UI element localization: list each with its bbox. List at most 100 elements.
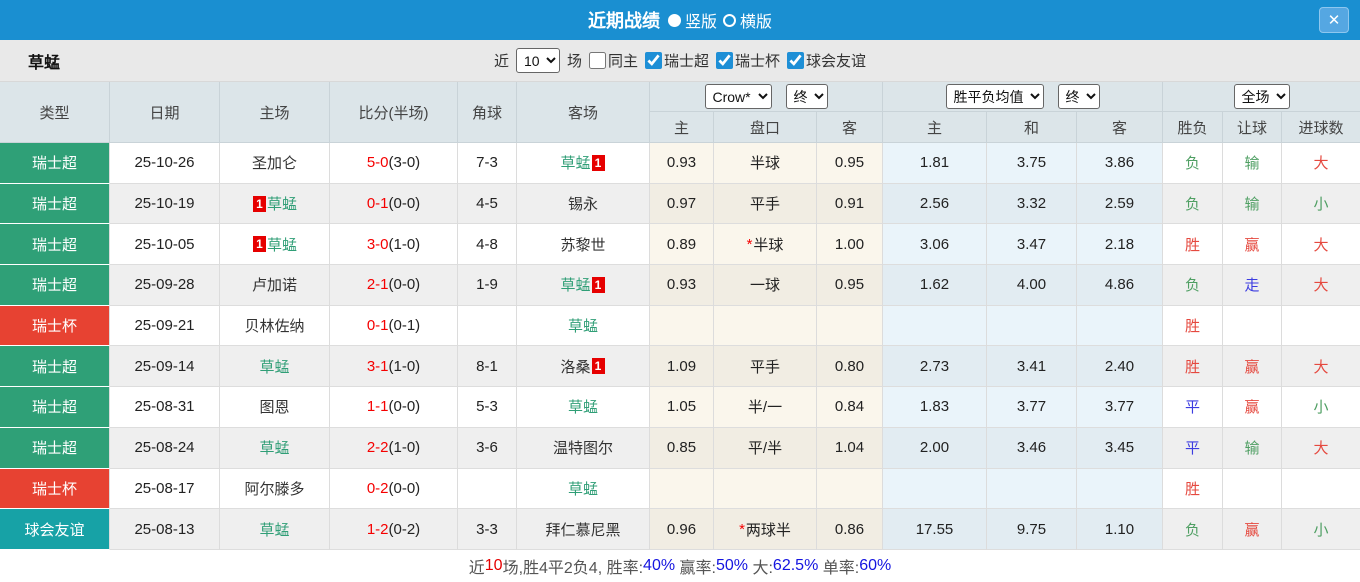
- handicap-text: 两球半: [745, 521, 791, 539]
- score-cell: 0-2 (0-0): [330, 468, 458, 510]
- club-friendly-filter[interactable]: 球会友谊: [787, 50, 866, 71]
- home-team-cell: 草蜢: [220, 509, 330, 550]
- subheader-handicap-result: 让球: [1223, 112, 1282, 142]
- club-friendly-checkbox[interactable]: [787, 52, 805, 69]
- avg-away-cell: 3.77: [1077, 387, 1163, 428]
- away-team-cell: 洛桑 1: [517, 346, 650, 388]
- subheader-avg-away: 客: [1077, 112, 1163, 142]
- handicap-text: 平/半: [747, 440, 783, 458]
- score-cell: 3-1 (1-0): [330, 346, 458, 388]
- swiss-cup-checkbox[interactable]: [716, 52, 734, 69]
- games-unit-label: 场: [566, 53, 582, 70]
- avg-away-cell: 2.59: [1077, 183, 1163, 225]
- radio-vertical[interactable]: [667, 13, 681, 27]
- handicap-cell: 平手: [714, 346, 817, 388]
- fulltime-score: 0-1: [366, 317, 389, 335]
- handicap-result-cell: 输: [1223, 183, 1282, 225]
- radio-horizontal[interactable]: [723, 13, 736, 27]
- summary-single-rate: 60%: [859, 557, 892, 575]
- avg-away-cell: 2.40: [1077, 346, 1163, 388]
- same-home-filter[interactable]: 同主: [588, 50, 638, 71]
- recent-games-select[interactable]: 10: [515, 48, 560, 73]
- handicap-result-cell: [1223, 468, 1282, 510]
- team-name: 草蜢: [28, 54, 61, 72]
- goals-result-cell: 大: [1282, 428, 1360, 469]
- handicap-text: 半球: [753, 236, 784, 254]
- avg-away-cell: 4.86: [1077, 265, 1163, 306]
- filter-controls: 近 10 场 同主 瑞士超 瑞士杯 球会友谊: [494, 48, 866, 73]
- away-team-cell: 苏黎世: [517, 224, 650, 266]
- halftime-score: (0-0): [388, 276, 421, 294]
- scope-select[interactable]: 全场: [1233, 84, 1290, 109]
- corners-cell: 4-5: [458, 183, 517, 225]
- table-row: 瑞士杯 25-09-21 贝林佐纳 0-1 (0-1) 草蜢: [0, 305, 1360, 347]
- subheader-handicap: 盘口: [714, 112, 817, 142]
- summary-prefix: 近: [468, 560, 485, 578]
- subheader-result: 胜负: [1163, 112, 1223, 142]
- home-team-cell: 圣加仑: [220, 143, 330, 184]
- away-team-cell: 草蜢: [517, 305, 650, 347]
- halftime-score: (0-0): [388, 398, 421, 416]
- away-team-name: 洛桑: [560, 358, 591, 376]
- red-card-badge: 1: [591, 358, 605, 375]
- league-type-badge: 瑞士杯: [0, 468, 110, 510]
- handicap-text: 平手: [749, 196, 780, 214]
- score-cell: 2-2 (1-0): [330, 427, 458, 469]
- date-cell: 25-08-31: [110, 387, 220, 428]
- handicap-result-cell: 赢: [1223, 346, 1282, 388]
- fulltime-score: 1-2: [366, 520, 389, 538]
- fulltime-score: 0-1: [366, 195, 389, 213]
- away-team-name: 温特图尔: [552, 440, 613, 458]
- handicap-result-cell: 走: [1223, 265, 1282, 306]
- home-odds-cell: 0.93: [650, 265, 714, 306]
- league-type-badge: 瑞士杯: [0, 305, 110, 347]
- home-team-cell: 1 草蜢: [220, 183, 330, 225]
- away-odds-cell: [817, 305, 883, 347]
- away-team-cell: 拜仁慕尼黑: [517, 509, 650, 550]
- title-bar: 近期战绩 竖版 横版 ✕: [0, 0, 1360, 40]
- home-odds-cell: 0.85: [650, 427, 714, 469]
- swiss-super-league-checkbox[interactable]: [645, 52, 662, 69]
- date-cell: 25-08-24: [110, 427, 220, 469]
- result-cell: 胜: [1163, 468, 1223, 510]
- away-odds-cell: 0.95: [817, 265, 883, 306]
- goals-result-cell: 小: [1282, 387, 1360, 428]
- odds-state-select[interactable]: 终: [785, 84, 828, 109]
- home-team-cell: 贝林佐纳: [220, 305, 330, 347]
- bookmaker-select[interactable]: Crow*: [704, 84, 772, 109]
- fulltime-score: 5-0: [366, 154, 389, 172]
- avg-draw-cell: 4.00: [987, 265, 1077, 306]
- date-cell: 25-10-05: [110, 224, 220, 266]
- swiss-cup-filter[interactable]: 瑞士杯: [716, 50, 780, 71]
- result-cell: 胜: [1163, 224, 1223, 266]
- league-type-badge: 瑞士超: [0, 387, 110, 428]
- home-team-cell: 阿尔滕多: [220, 468, 330, 510]
- home-team-name: 图恩: [259, 399, 290, 417]
- summary-handicap-rate: 50%: [715, 557, 749, 575]
- swiss-super-league-filter[interactable]: 瑞士超: [645, 50, 709, 71]
- subheader-avg-draw: 和: [987, 112, 1077, 142]
- close-icon[interactable]: ✕: [1319, 7, 1349, 33]
- table-row: 瑞士超 25-10-19 1 草蜢 0-1 (0-0) 4-5 锡永 0.97 …: [0, 183, 1360, 225]
- result-cell: 负: [1163, 509, 1223, 550]
- handicap-cell: 平/半: [714, 427, 817, 469]
- away-team-cell: 草蜢 1: [517, 143, 650, 184]
- handicap-result-cell: 赢: [1223, 387, 1282, 428]
- avg-draw-cell: 9.75: [987, 509, 1077, 550]
- avg-state-select[interactable]: 终: [1057, 84, 1100, 109]
- avg-select[interactable]: 胜平负均值: [945, 84, 1044, 109]
- avg-home-cell: 17.55: [883, 509, 987, 550]
- date-cell: 25-10-26: [110, 143, 220, 184]
- avg-draw-cell: 3.41: [987, 346, 1077, 388]
- same-home-checkbox[interactable]: [588, 52, 606, 69]
- avg-home-cell: 2.56: [883, 183, 987, 225]
- score-cell: 5-0 (3-0): [330, 143, 458, 184]
- radio-horizontal-label[interactable]: 横版: [740, 14, 773, 31]
- home-odds-cell: [650, 468, 714, 510]
- radio-vertical-label[interactable]: 竖版: [684, 14, 717, 31]
- avg-home-cell: [883, 468, 987, 510]
- league-type-badge: 瑞士超: [0, 265, 110, 306]
- column-header-type: 类型: [0, 82, 110, 142]
- goals-result-cell: 大: [1282, 265, 1360, 306]
- subheader-goals: 进球数: [1298, 119, 1344, 137]
